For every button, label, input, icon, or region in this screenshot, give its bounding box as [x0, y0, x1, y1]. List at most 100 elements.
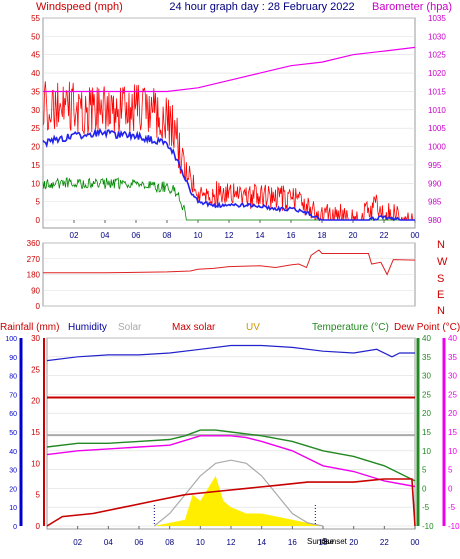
wind-y-tick: 20: [31, 143, 40, 152]
humidity-tick: 30: [9, 468, 17, 475]
wind-y-tick: 5: [36, 198, 41, 207]
temperature-tick: 15: [422, 428, 431, 437]
x-tick-label: 20: [349, 538, 358, 547]
uv-label: UV: [246, 322, 260, 333]
x-tick-label: 02: [70, 231, 79, 240]
rainfall-tick: 0: [36, 522, 41, 531]
direction-y-tick: 360: [27, 239, 41, 248]
temperature-tick: 10: [422, 447, 431, 456]
humidity-tick: 10: [9, 505, 17, 512]
temperature-tick: 40: [422, 334, 431, 343]
rainfall-tick: 30: [31, 334, 40, 343]
rainfall-label: Rainfall (mm): [0, 322, 59, 333]
dew-point-tick: 10: [448, 447, 457, 456]
temperature-tick: 20: [422, 409, 431, 418]
windspeed-label: Windspeed (mph): [36, 1, 123, 13]
dew-point-tick: 20: [448, 409, 457, 418]
humidity-tick: 20: [9, 486, 17, 493]
x-tick-label: 22: [380, 538, 389, 547]
x-tick-label: 14: [257, 538, 266, 547]
lower-plot-frame: [46, 337, 416, 530]
x-tick-label: 06: [135, 538, 144, 547]
barometer-tick: 1025: [428, 51, 446, 60]
sunrise-label: Sunrise: [307, 537, 335, 546]
barometer-tick: 985: [428, 198, 442, 207]
dew-point-tick: 15: [448, 428, 457, 437]
x-tick-label: 12: [225, 231, 234, 240]
direction-label-n2: N: [437, 305, 445, 317]
direction-y-tick: 90: [31, 286, 40, 295]
direction-y-tick: 270: [27, 255, 41, 264]
uv-area: [154, 475, 323, 526]
max-solar-curve: [153, 459, 324, 527]
barometer-tick: 1020: [428, 69, 446, 78]
solar-label: Solar: [118, 322, 142, 333]
wind-y-tick: 30: [31, 106, 40, 115]
dew-point-tick: -5: [448, 503, 456, 512]
direction-label-e: E: [437, 289, 444, 301]
x-tick-label: 20: [349, 231, 358, 240]
wind-gust-series: [42, 81, 415, 222]
dew-point-tick: 0: [448, 484, 453, 493]
wind-y-tick: 0: [36, 216, 41, 225]
dew-point-label: Dew Point (°C): [394, 322, 460, 333]
direction-series: [43, 249, 416, 276]
humidity-tick: 0: [13, 524, 17, 531]
wind-plot-frame: [42, 17, 416, 229]
wind-low-series: [42, 177, 415, 221]
page-title: 24 hour graph day : 28 February 2022: [169, 1, 354, 13]
wind-y-tick: 45: [31, 51, 40, 60]
grid-lines: [43, 17, 415, 527]
x-tick-label: 10: [194, 231, 203, 240]
humidity-series: [46, 344, 415, 362]
barometer-tick: 990: [428, 179, 442, 188]
x-tick-label: 16: [288, 538, 297, 547]
rainfall-tick: 25: [31, 365, 40, 374]
humidity-tick: 70: [9, 392, 17, 399]
dew-point-tick: 30: [448, 372, 457, 381]
rainfall-tick: 10: [31, 459, 40, 468]
barometer-tick: 980: [428, 216, 442, 225]
barometer-tick: 1005: [428, 124, 446, 133]
humidity-tick: 50: [9, 430, 17, 437]
max-solar-label: Max solar: [172, 322, 216, 333]
dew-point-tick: 35: [448, 353, 457, 362]
direction-y-tick: 180: [27, 271, 41, 280]
dew-point-series: [46, 435, 416, 488]
rainfall-tick: 15: [31, 428, 40, 437]
wind-y-tick: 35: [31, 87, 40, 96]
humidity-tick: 90: [9, 355, 17, 362]
x-tick-label: 08: [165, 538, 174, 547]
x-tick-label: 08: [163, 231, 172, 240]
x-tick-label: 12: [227, 538, 236, 547]
direction-label-s: S: [437, 273, 444, 285]
barometer-tick: 1015: [428, 87, 446, 96]
temperature-tick: 25: [422, 390, 431, 399]
wind-y-tick: 25: [31, 124, 40, 133]
direction-label-n1: N: [437, 239, 445, 251]
x-tick-label: 18: [318, 231, 327, 240]
x-tick-label: 02: [73, 538, 82, 547]
axis-ticks: 0510152025303540455055980985990995100010…: [5, 14, 460, 547]
barometer-tick: 995: [428, 161, 442, 170]
wind-y-tick: 15: [31, 161, 40, 170]
direction-y-tick: 0: [36, 302, 41, 311]
x-tick-label: 04: [104, 538, 113, 547]
barometer-tick: 1030: [428, 32, 446, 41]
x-tick-label: 14: [256, 231, 265, 240]
wind-y-tick: 50: [31, 32, 40, 41]
dew-point-tick: 5: [448, 466, 453, 475]
barometer-label: Barometer (hpa): [372, 1, 452, 13]
temperature-series: [46, 429, 416, 482]
sunset-label: Sunset: [322, 537, 348, 546]
barometer-tick: 1000: [428, 143, 446, 152]
barometer-tick: 1035: [428, 14, 446, 23]
x-tick-label: 06: [132, 231, 141, 240]
humidity-tick: 60: [9, 411, 17, 418]
x-tick-label: 00: [411, 538, 420, 547]
x-tick-label: 16: [287, 231, 296, 240]
temperature-tick: -5: [422, 503, 430, 512]
data-series: [42, 46, 416, 527]
humidity-label: Humidity: [68, 322, 107, 333]
